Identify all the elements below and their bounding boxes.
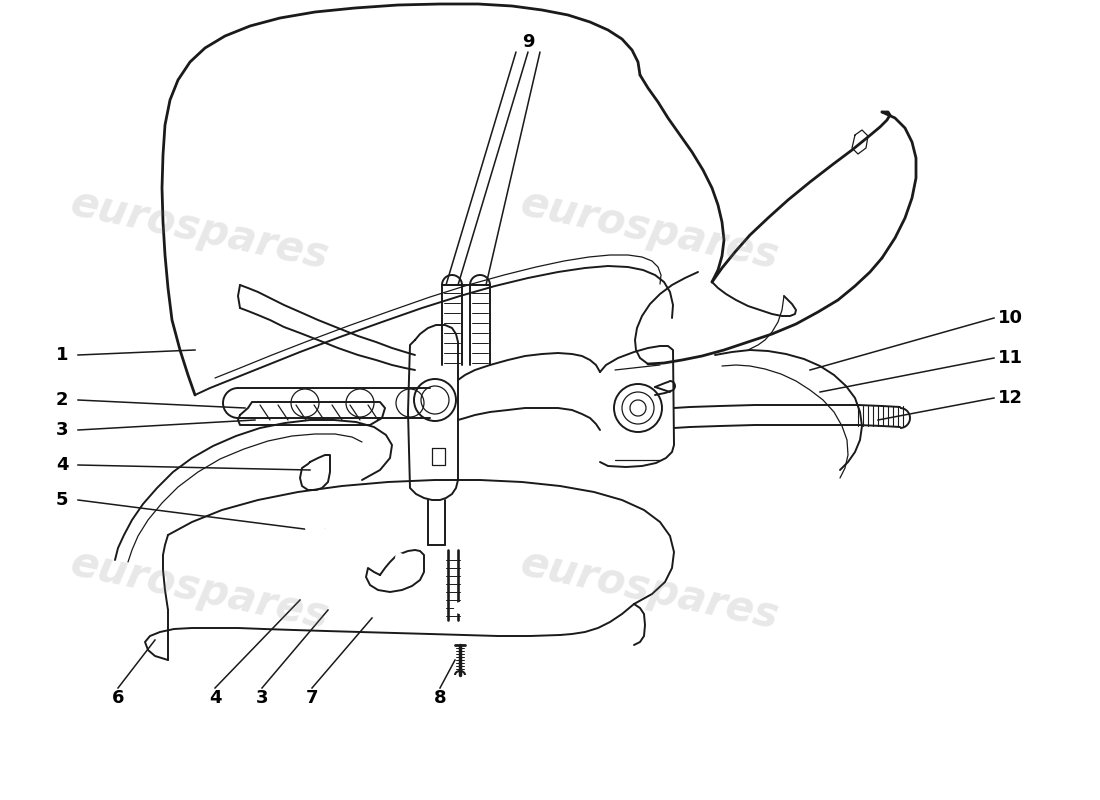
Circle shape [315, 495, 324, 505]
Text: 12: 12 [998, 389, 1023, 407]
Circle shape [606, 446, 614, 454]
Text: 10: 10 [998, 309, 1023, 327]
Text: 3: 3 [56, 421, 68, 439]
Circle shape [307, 507, 317, 517]
Text: 2: 2 [56, 391, 68, 409]
Ellipse shape [306, 522, 324, 534]
Text: eurospares: eurospares [517, 542, 783, 638]
Text: 5: 5 [56, 491, 68, 509]
Text: 3: 3 [255, 689, 268, 707]
Text: 11: 11 [998, 349, 1023, 367]
Text: eurospares: eurospares [67, 182, 333, 278]
Text: 9: 9 [521, 33, 535, 51]
Circle shape [396, 554, 404, 562]
Text: 1: 1 [56, 346, 68, 364]
Text: 7: 7 [306, 689, 318, 707]
Text: 4: 4 [56, 456, 68, 474]
Circle shape [606, 376, 614, 384]
Text: eurospares: eurospares [67, 542, 333, 638]
Text: 4: 4 [209, 689, 221, 707]
Text: 6: 6 [112, 689, 124, 707]
Text: eurospares: eurospares [517, 182, 783, 278]
Circle shape [455, 603, 465, 613]
Circle shape [411, 554, 419, 562]
Text: 8: 8 [433, 689, 447, 707]
